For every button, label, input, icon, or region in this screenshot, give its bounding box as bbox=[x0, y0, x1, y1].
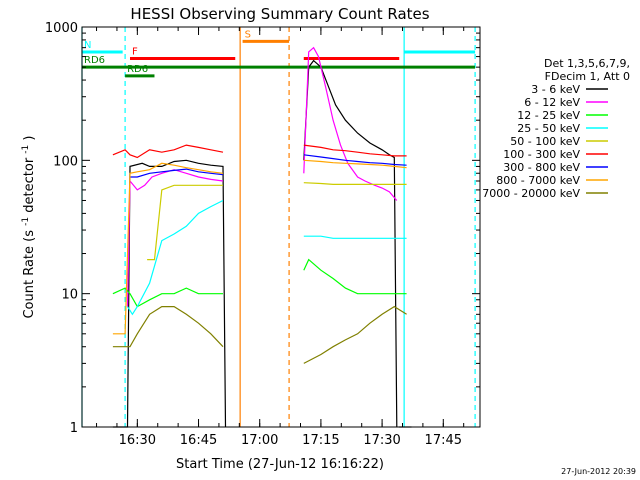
x-tick-label: 16:45 bbox=[180, 433, 217, 448]
y-axis-label-mid: detector bbox=[22, 157, 37, 213]
series-line bbox=[112, 306, 224, 348]
y-axis-label-exp2: -1 bbox=[21, 145, 31, 154]
y-tick-label: 1 bbox=[70, 421, 78, 436]
x-tick-label: 17:15 bbox=[302, 433, 339, 448]
series-line bbox=[112, 162, 224, 335]
series-line bbox=[112, 287, 223, 308]
legend-entry-label: 25 - 50 keV bbox=[517, 122, 580, 135]
series-line bbox=[147, 184, 223, 261]
flag-label: F bbox=[132, 47, 138, 58]
flag-label: N bbox=[84, 40, 91, 51]
legend: Det 1,3,5,6,7,9,FDecim 1, Att 03 - 6 keV… bbox=[482, 57, 630, 200]
x-tick-label: 16:30 bbox=[119, 433, 156, 448]
y-tick-label: 1000 bbox=[45, 21, 78, 36]
series-line bbox=[303, 159, 407, 169]
x-axis-label: Start Time (27-Jun-12 16:16:22) bbox=[176, 457, 384, 472]
flag-label: S bbox=[245, 29, 251, 40]
plot-frame bbox=[81, 26, 481, 428]
legend-entry-label: 50 - 100 keV bbox=[510, 135, 580, 148]
plot-area: N F RD6 RD6 S bbox=[81, 27, 476, 428]
series-line bbox=[303, 182, 407, 185]
flag-label: RD6 bbox=[84, 55, 105, 66]
series-line bbox=[126, 169, 224, 307]
series-line bbox=[303, 258, 407, 295]
series-line bbox=[303, 144, 407, 157]
y-axis-label-exp1: -1 bbox=[21, 217, 31, 226]
y-axis-label-end: ) bbox=[22, 135, 37, 140]
series-line bbox=[303, 59, 398, 428]
legend-entry-label: 100 - 300 keV bbox=[503, 148, 580, 161]
legend-header: Det 1,3,5,6,7,9, bbox=[544, 57, 630, 70]
series-line bbox=[112, 144, 224, 159]
y-tick-label: 100 bbox=[53, 154, 78, 169]
axes: 1 10 100 1000 16:30 16:45 17:00 17:15 17:30 17:45 bbox=[45, 21, 480, 448]
y-tick-label: 10 bbox=[61, 288, 78, 303]
series-line bbox=[303, 235, 407, 239]
legend-entry-label: 12 - 25 keV bbox=[517, 109, 580, 122]
series-line bbox=[303, 154, 407, 166]
legend-header: FDecim 1, Att 0 bbox=[545, 70, 630, 83]
legend-entry-label: 3 - 6 keV bbox=[531, 83, 580, 96]
series-line bbox=[126, 199, 224, 316]
timestamp: 27-Jun-2012 20:39 bbox=[561, 467, 636, 476]
x-tick-label: 17:30 bbox=[363, 433, 400, 448]
legend-entry-label: 800 - 7000 keV bbox=[496, 174, 580, 187]
x-tick-label: 17:45 bbox=[425, 433, 462, 448]
chart-title: HESSI Observing Summary Count Rates bbox=[130, 5, 429, 23]
legend-entry-label: 6 - 12 keV bbox=[524, 96, 580, 109]
flag-label: RD6 bbox=[127, 64, 148, 75]
x-tick-label: 17:00 bbox=[241, 433, 278, 448]
series-line bbox=[130, 168, 224, 178]
y-axis-label: Count Rate (s -1 detector -1 ) bbox=[17, 135, 37, 318]
legend-entry-label: 7000 - 20000 keV bbox=[482, 187, 580, 200]
legend-entry-label: 300 - 800 keV bbox=[503, 161, 580, 174]
series-line bbox=[303, 305, 407, 364]
y-axis-label-main: Count Rate (s bbox=[22, 230, 37, 319]
series-line bbox=[303, 46, 398, 201]
